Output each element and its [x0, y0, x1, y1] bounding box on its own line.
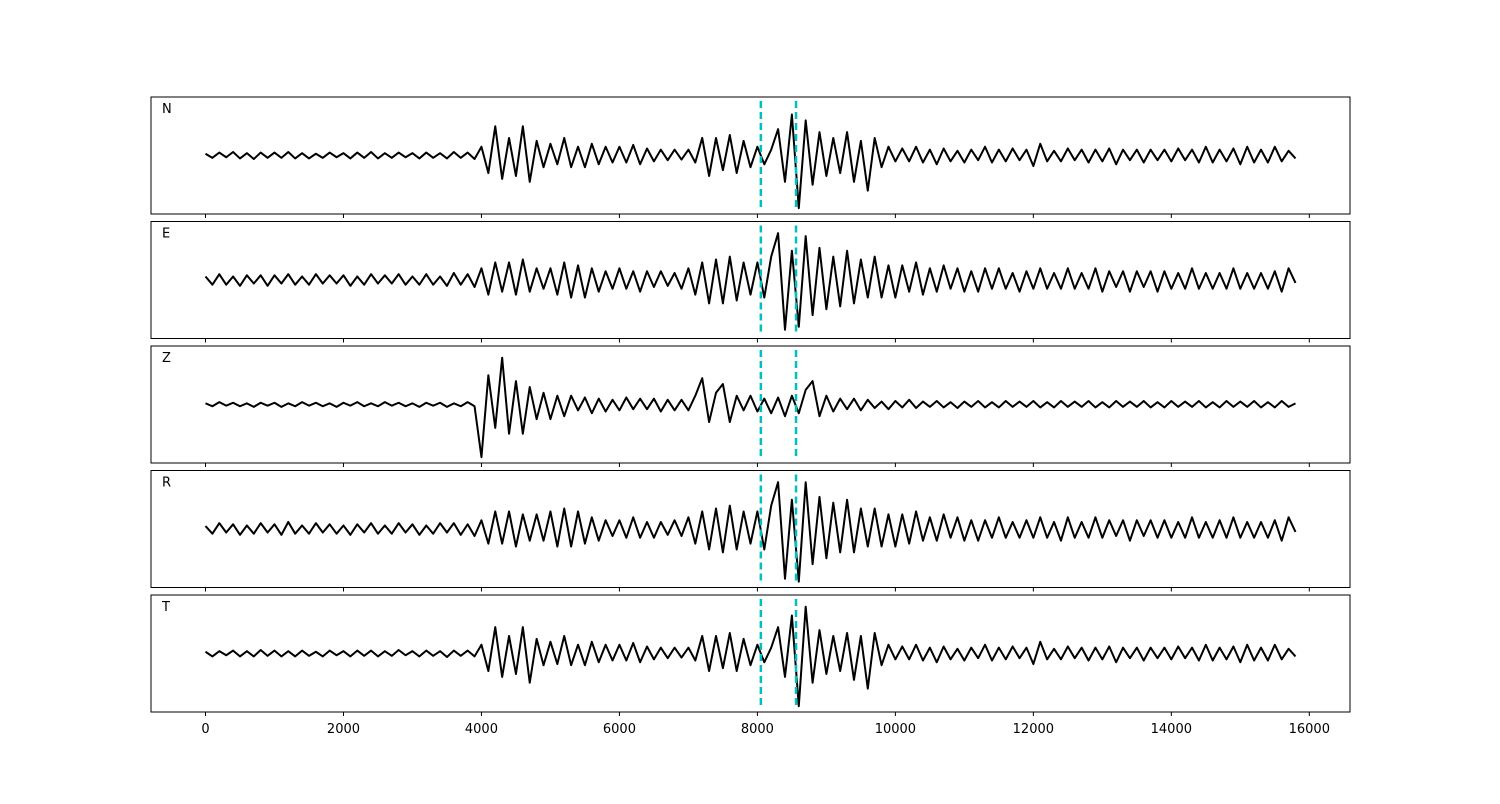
trace — [205, 356, 1296, 459]
x-tick-label: 10000 — [875, 722, 916, 737]
panel-frame — [150, 470, 1351, 588]
panel-label: R — [162, 476, 171, 491]
x-tick-label: 6000 — [603, 722, 636, 737]
x-tick-label: 4000 — [465, 722, 498, 737]
trace — [204, 232, 1297, 331]
x-tick-label: 2000 — [327, 722, 360, 737]
x-tick-label: 0 — [201, 722, 209, 737]
panel-frame — [150, 221, 1351, 339]
trace — [204, 481, 1297, 583]
panel-label: T — [161, 600, 170, 615]
panel-frame — [150, 96, 1351, 215]
x-tick-label: 14000 — [1151, 722, 1192, 737]
panel-label: N — [162, 102, 172, 117]
x-tick-label: 16000 — [1289, 722, 1330, 737]
trace — [204, 113, 1297, 210]
panel-frame — [150, 594, 1351, 713]
panel-label: Z — [162, 351, 171, 366]
x-tick-label: 12000 — [1013, 722, 1054, 737]
panel-frame — [150, 345, 1351, 464]
x-tick-label: 8000 — [741, 722, 774, 737]
panel-label: E — [162, 227, 170, 242]
trace — [204, 605, 1297, 708]
